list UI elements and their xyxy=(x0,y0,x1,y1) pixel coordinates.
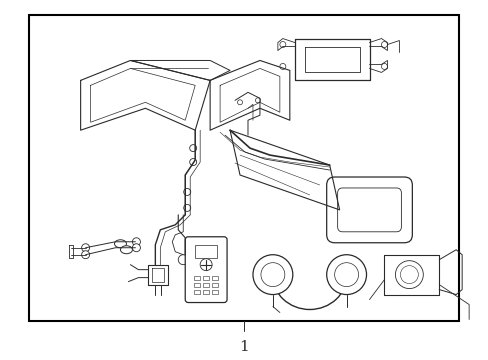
FancyBboxPatch shape xyxy=(185,237,226,302)
FancyBboxPatch shape xyxy=(337,188,401,232)
Circle shape xyxy=(261,263,285,287)
Circle shape xyxy=(334,263,358,287)
Bar xyxy=(194,283,200,287)
Circle shape xyxy=(189,159,196,166)
Circle shape xyxy=(200,259,212,271)
Bar xyxy=(195,245,217,258)
Bar xyxy=(29,15,458,321)
Bar xyxy=(203,276,209,280)
Circle shape xyxy=(183,204,190,211)
Circle shape xyxy=(81,251,89,259)
Ellipse shape xyxy=(114,240,126,248)
Circle shape xyxy=(237,100,242,105)
Ellipse shape xyxy=(395,261,423,289)
Ellipse shape xyxy=(400,266,417,284)
Bar xyxy=(203,289,209,293)
Circle shape xyxy=(255,98,260,103)
FancyBboxPatch shape xyxy=(326,177,411,243)
Circle shape xyxy=(279,63,285,69)
Circle shape xyxy=(279,41,285,48)
Ellipse shape xyxy=(120,246,132,254)
Circle shape xyxy=(132,244,140,252)
Bar xyxy=(203,283,209,287)
Circle shape xyxy=(81,244,89,252)
Bar xyxy=(212,276,218,280)
Circle shape xyxy=(178,255,188,265)
Circle shape xyxy=(183,189,190,195)
Bar xyxy=(212,289,218,293)
Circle shape xyxy=(132,238,140,246)
Bar xyxy=(212,283,218,287)
Text: 1: 1 xyxy=(239,340,248,354)
Circle shape xyxy=(381,41,386,48)
Bar xyxy=(194,289,200,293)
Circle shape xyxy=(381,63,386,69)
Circle shape xyxy=(252,255,292,294)
Circle shape xyxy=(189,145,196,152)
Circle shape xyxy=(326,255,366,294)
Bar xyxy=(194,276,200,280)
